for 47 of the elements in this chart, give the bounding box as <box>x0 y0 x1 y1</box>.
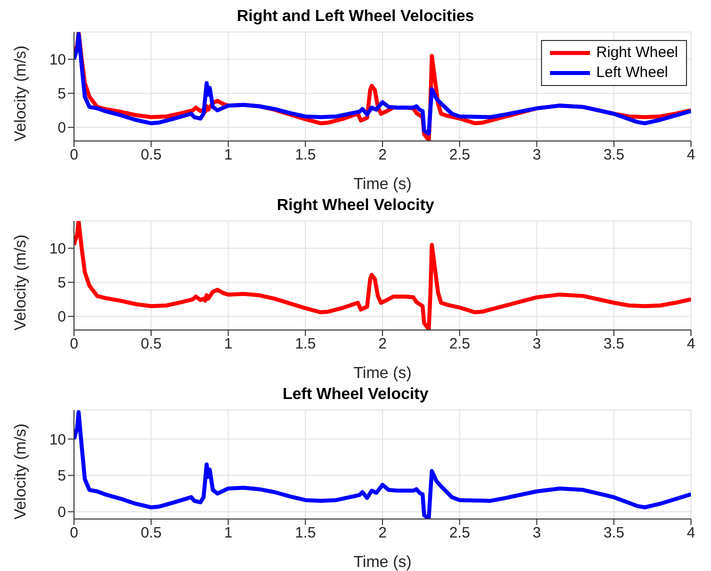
x-tick-label: 3.5 <box>603 524 624 542</box>
chart-title: Right and Left Wheel Velocities <box>236 8 476 27</box>
x-tick-label: 2 <box>378 336 387 353</box>
x-tick-label: 1 <box>224 524 232 542</box>
x-tick-label: 2 <box>378 524 387 542</box>
y-tick-label: 5 <box>58 86 66 103</box>
x-tick-label: 4 <box>686 524 696 542</box>
y-axis-title: Velocity (m/s) <box>12 45 30 142</box>
x-tick-label: 1.5 <box>294 146 316 164</box>
y-tick-label: 0 <box>58 120 66 137</box>
x-axis-title: Time (s) <box>353 176 412 193</box>
x-tick-label: 3 <box>532 524 541 542</box>
x-tick-label: 1 <box>224 146 232 164</box>
x-tick-label: 2.5 <box>449 146 470 164</box>
y-tick-label: 0 <box>58 308 66 326</box>
y-tick-label: 10 <box>49 431 66 448</box>
x-tick-label: 3 <box>532 336 541 353</box>
x-axis-title: Time (s) <box>353 365 412 382</box>
y-tick-label: 5 <box>58 274 66 292</box>
x-tick-label: 3.5 <box>603 336 624 353</box>
y-tick-label: 10 <box>49 52 66 69</box>
y-tick-label: 10 <box>49 240 66 258</box>
chart-title: Right Wheel Velocity <box>276 197 436 216</box>
y-tick-label: 5 <box>58 468 66 485</box>
x-tick-label: 2.5 <box>449 524 470 542</box>
legend-label: Right Wheel <box>596 43 678 63</box>
x-tick-label: 1.5 <box>294 336 316 353</box>
x-tick-label: 0.5 <box>140 146 162 164</box>
x-tick-label: 0 <box>70 146 78 164</box>
x-tick-label: 0.5 <box>140 336 162 353</box>
legend-label: Left Wheel <box>596 63 668 83</box>
x-tick-label: 0 <box>70 524 78 542</box>
x-tick-label: 2.5 <box>449 336 470 353</box>
x-axis-title: Time (s) <box>353 554 412 571</box>
y-axis-title: Velocity (m/s) <box>12 423 30 520</box>
x-tick-label: 4 <box>686 336 696 353</box>
x-tick-label: 3.5 <box>603 146 624 164</box>
x-tick-label: 4 <box>686 146 696 164</box>
x-tick-label: 0.5 <box>140 524 162 542</box>
x-tick-label: 3 <box>532 146 541 164</box>
chart-title: Left Wheel Velocity <box>282 386 430 405</box>
x-tick-label: 1.5 <box>294 524 316 542</box>
y-axis-title: Velocity (m/s) <box>12 234 30 330</box>
y-tick-label: 0 <box>58 504 66 522</box>
x-tick-label: 1 <box>224 336 232 353</box>
x-tick-label: 2 <box>378 146 387 164</box>
x-tick-label: 0 <box>70 336 78 353</box>
